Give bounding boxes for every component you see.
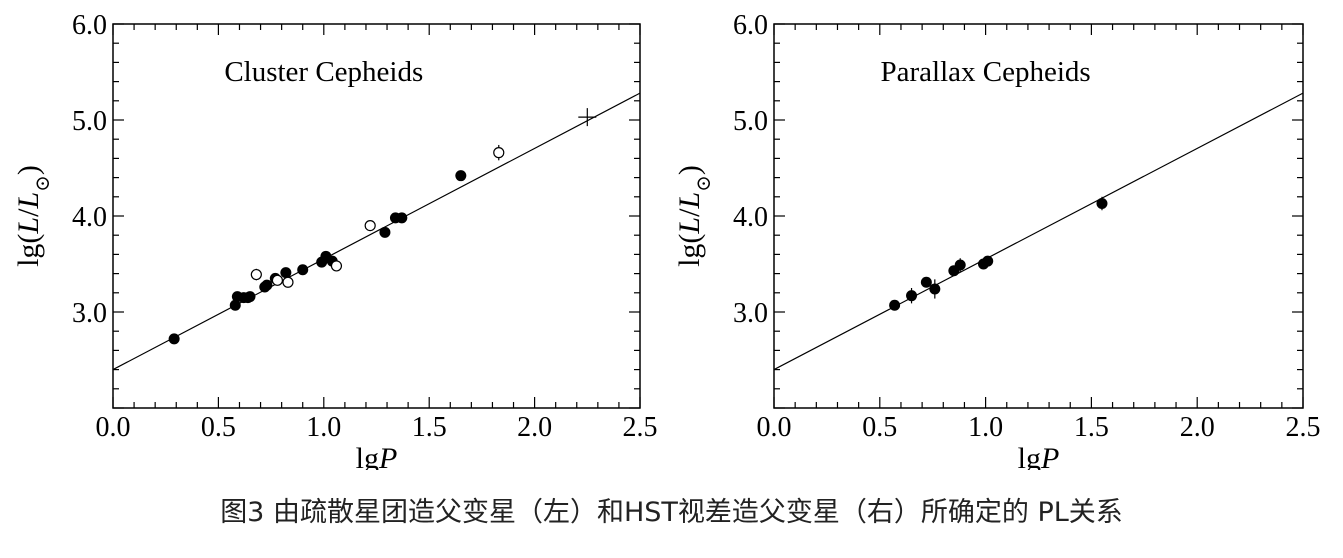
fit-line (113, 92, 640, 371)
data-point (396, 212, 408, 224)
y-axis-label-part: ⊙ (693, 175, 715, 192)
x-tick-label: 2.0 (1180, 412, 1215, 443)
y-tick-label: 4.0 (733, 202, 768, 233)
data-point (455, 170, 467, 182)
y-axis-label-part: ) (673, 165, 706, 175)
y-axis-label-part: / (12, 208, 45, 217)
data-point (982, 255, 994, 267)
y-tick-label: 3.0 (733, 298, 768, 329)
data-point (929, 283, 941, 295)
data-point (954, 259, 966, 271)
data-point (229, 299, 241, 311)
data-point (297, 264, 309, 276)
y-axis-label-part: lg( (12, 234, 45, 267)
data-point-open (250, 268, 262, 281)
y-tick-label: 3.0 (72, 298, 107, 329)
figure: 0.0 0.5 1.0 1.5 2.0 2.53.04.05.06.0lgPlg(L/L⊙… (12, 10, 1321, 470)
panel-title: Cluster Cepheids (224, 56, 423, 88)
x-axis-label: lgP (1018, 442, 1060, 470)
y-tick-label: 4.0 (72, 202, 107, 233)
y-axis-label-part: ) (12, 165, 45, 175)
y-axis-label-part: L (12, 192, 45, 210)
y-tick-label: 5.0 (733, 106, 768, 137)
data-point-open (330, 260, 343, 272)
x-tick-label: 0.0 (757, 412, 792, 443)
x-tick-label: 1.5 (1074, 412, 1109, 443)
x-axis-label-var: P (378, 442, 397, 470)
y-axis-label-part: L (673, 217, 706, 235)
y-axis-label: lg(L/L⊙) (673, 165, 715, 267)
data-point (280, 267, 292, 279)
data-point-open (282, 276, 294, 288)
data-point (889, 299, 901, 311)
data-point (168, 333, 180, 345)
x-tick-label: 0.0 (96, 412, 131, 443)
data-point (920, 276, 932, 288)
data-point (1096, 198, 1108, 210)
y-axis-label-part: L (12, 217, 45, 235)
x-axis-label-var: P (1040, 442, 1059, 470)
figure-caption: 图3 由疏散星团造父变星（左）和HST视差造父变星（右）所确定的 PL关系 (220, 497, 1123, 528)
x-axis-label: lgP (356, 442, 398, 470)
x-tick-label: 2.5 (623, 412, 658, 443)
x-axis-label-part: lg (356, 442, 379, 470)
y-axis-label: lg(L/L⊙) (12, 165, 54, 267)
data-point (379, 226, 391, 238)
y-tick-label: 6.0 (733, 10, 768, 41)
y-axis-label-part: / (673, 208, 706, 217)
data-point (261, 279, 273, 291)
x-axis-label-part: lg (1018, 442, 1041, 470)
y-axis-label-part: lg( (673, 234, 706, 267)
data-point-open (493, 147, 505, 159)
y-tick-label: 5.0 (72, 106, 107, 137)
y-tick-label: 6.0 (72, 10, 107, 41)
panel-title: Parallax Cepheids (880, 56, 1090, 88)
x-tick-label: 1.0 (306, 412, 341, 443)
x-tick-label: 0.5 (201, 412, 236, 443)
y-axis-label-part: ⊙ (32, 175, 54, 192)
data-point-open (364, 220, 376, 232)
x-tick-label: 1.0 (968, 412, 1003, 443)
chart-panel-1: 0.0 0.5 1.0 1.5 2.0 2.53.04.05.06.0lgPlg(L/L⊙… (12, 10, 658, 470)
data-point-open (271, 274, 284, 286)
chart-panel-2: 0.0 0.5 1.0 1.5 2.0 2.53.04.05.06.0lgPlg(L/L⊙… (673, 10, 1321, 470)
x-tick-label: 2.5 (1286, 412, 1321, 443)
x-tick-label: 0.5 (862, 412, 897, 443)
data-point (906, 290, 918, 302)
data-point (244, 291, 256, 303)
y-axis-label-part: L (673, 192, 706, 210)
x-tick-label: 1.5 (412, 412, 447, 443)
fit-line (774, 92, 1303, 371)
x-tick-label: 2.0 (517, 412, 552, 443)
